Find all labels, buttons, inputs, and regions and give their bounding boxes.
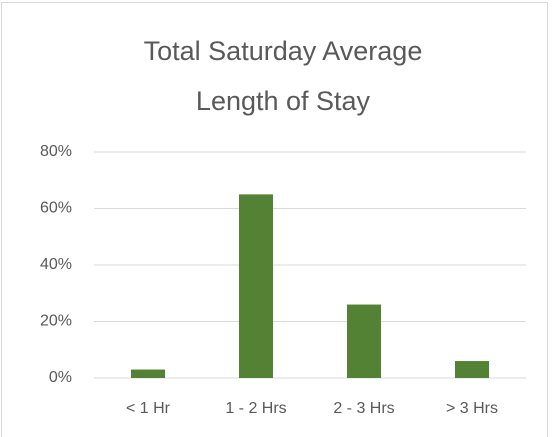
x-tick-label: 1 - 2 Hrs — [225, 400, 286, 417]
bar — [239, 194, 273, 378]
y-tick-label: 40% — [40, 256, 72, 273]
x-tick-label: < 1 Hr — [126, 400, 171, 417]
y-tick-label: 80% — [40, 143, 72, 160]
y-tick-label: 20% — [40, 313, 72, 330]
chart-title: Total Saturday Average Length of Stay — [143, 36, 423, 116]
bar — [131, 369, 165, 378]
bar — [347, 304, 381, 378]
y-tick-label: 60% — [40, 200, 72, 217]
x-tick-label: 2 - 3 Hrs — [333, 400, 394, 417]
bar — [455, 361, 489, 378]
y-tick-label: 0% — [49, 369, 72, 386]
x-tick-label: > 3 Hrs — [446, 400, 498, 417]
